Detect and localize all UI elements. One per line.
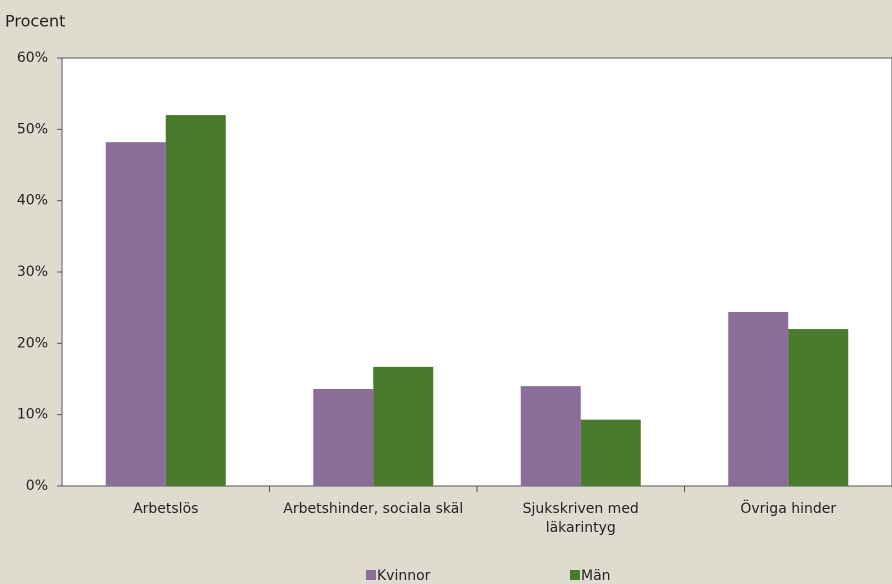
y-axis-label: Procent: [5, 12, 65, 31]
bar: [788, 329, 849, 486]
y-tick-label: 60%: [17, 50, 48, 66]
bar: [520, 386, 581, 486]
bar: [728, 311, 789, 486]
y-tick-label: 10%: [17, 407, 48, 423]
y-tick-label: 20%: [17, 335, 48, 351]
legend-label: Kvinnor: [377, 568, 431, 584]
bar: [580, 419, 641, 486]
legend-label: Män: [581, 568, 611, 584]
legend-swatch: [366, 570, 376, 580]
bar: [373, 366, 434, 486]
y-tick-label: 0%: [26, 478, 48, 494]
legend-swatch: [570, 570, 580, 580]
x-tick-label: Övriga hinder: [740, 501, 837, 517]
bar: [165, 115, 226, 487]
bar: [105, 142, 166, 486]
x-tick-label: Sjukskriven med läkarintyg: [522, 501, 639, 536]
bar: [313, 388, 374, 486]
x-tick-label: Arbetshinder, sociala skäl: [283, 501, 464, 517]
y-tick-label: 40%: [17, 193, 48, 209]
y-tick-label: 30%: [17, 264, 48, 280]
y-tick-label: 50%: [17, 121, 48, 137]
x-tick-label: Arbetslös: [133, 501, 199, 517]
